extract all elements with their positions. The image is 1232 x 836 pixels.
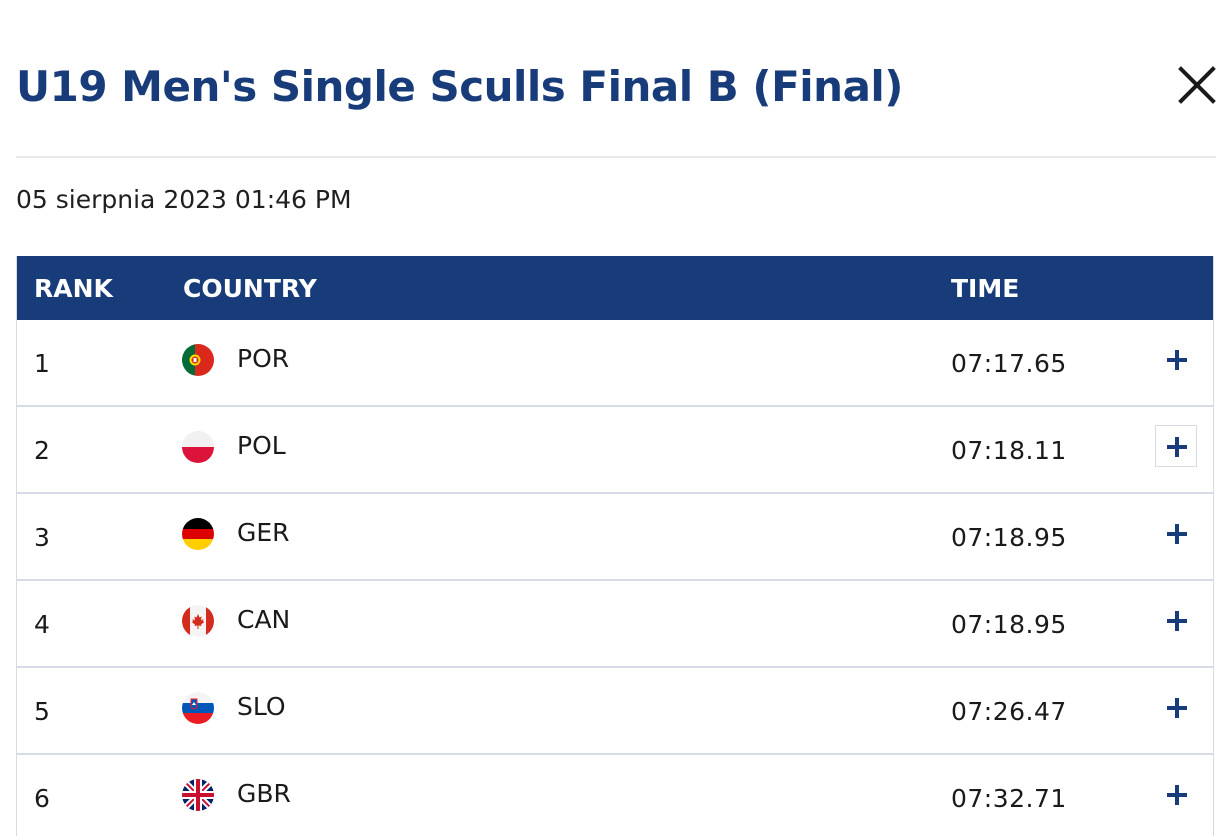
country-code: GBR (237, 779, 291, 808)
germany-flag-icon (182, 518, 214, 550)
rank-cell: 6 (34, 784, 50, 813)
column-header-time: TIME (951, 274, 1020, 303)
expand-row-button[interactable] (1155, 512, 1197, 554)
table-row: 4 CAN 07:18.95 (17, 581, 1213, 668)
country-code: GER (237, 518, 290, 547)
uk-flag-icon (182, 779, 214, 811)
column-header-country: COUNTRY (183, 274, 317, 303)
expand-row-button[interactable] (1155, 773, 1197, 815)
header-divider (16, 156, 1216, 158)
page-title: U19 Men's Single Sculls Final B (Final) (16, 62, 904, 111)
country-code: POL (237, 431, 286, 460)
country-code: CAN (237, 605, 291, 634)
slovenia-flag-icon (182, 692, 214, 724)
table-row: 3 GER 07:18.95 (17, 494, 1213, 581)
table-row: 1 POR 07:17.65 (17, 320, 1213, 407)
plus-icon (1167, 524, 1187, 544)
rank-cell: 5 (34, 697, 50, 726)
time-cell: 07:18.11 (951, 436, 1067, 465)
time-cell: 07:18.95 (951, 523, 1067, 552)
country-code: POR (237, 344, 290, 373)
close-button[interactable] (1172, 60, 1220, 108)
plus-icon (1167, 785, 1187, 805)
event-date: 05 sierpnia 2023 01:46 PM (16, 185, 352, 214)
column-header-rank: RANK (34, 274, 113, 303)
canada-flag-icon (182, 605, 214, 637)
country-code: SLO (237, 692, 286, 721)
time-cell: 07:32.71 (951, 784, 1067, 813)
plus-icon (1167, 437, 1187, 457)
table-row: 5 SLO 07:26.47 (17, 668, 1213, 755)
results-table: RANK COUNTRY TIME 1 POR 07:17.65 (16, 256, 1214, 836)
rank-cell: 1 (34, 349, 50, 378)
time-cell: 07:18.95 (951, 610, 1067, 639)
time-cell: 07:17.65 (951, 349, 1067, 378)
rank-cell: 4 (34, 610, 50, 639)
table-row: 6 GBR 07:32.71 (17, 755, 1213, 836)
plus-icon (1167, 350, 1187, 370)
expand-row-button[interactable] (1155, 338, 1197, 380)
time-cell: 07:26.47 (951, 697, 1067, 726)
expand-row-button[interactable] (1155, 425, 1197, 467)
rank-cell: 2 (34, 436, 50, 465)
close-icon (1178, 66, 1216, 104)
expand-row-button[interactable] (1155, 599, 1197, 641)
plus-icon (1167, 611, 1187, 631)
table-header: RANK COUNTRY TIME (17, 256, 1213, 320)
rank-cell: 3 (34, 523, 50, 552)
poland-flag-icon (182, 431, 214, 463)
portugal-flag-icon (182, 344, 214, 376)
table-row: 2 POL 07:18.11 (17, 407, 1213, 494)
expand-row-button[interactable] (1155, 686, 1197, 728)
plus-icon (1167, 698, 1187, 718)
